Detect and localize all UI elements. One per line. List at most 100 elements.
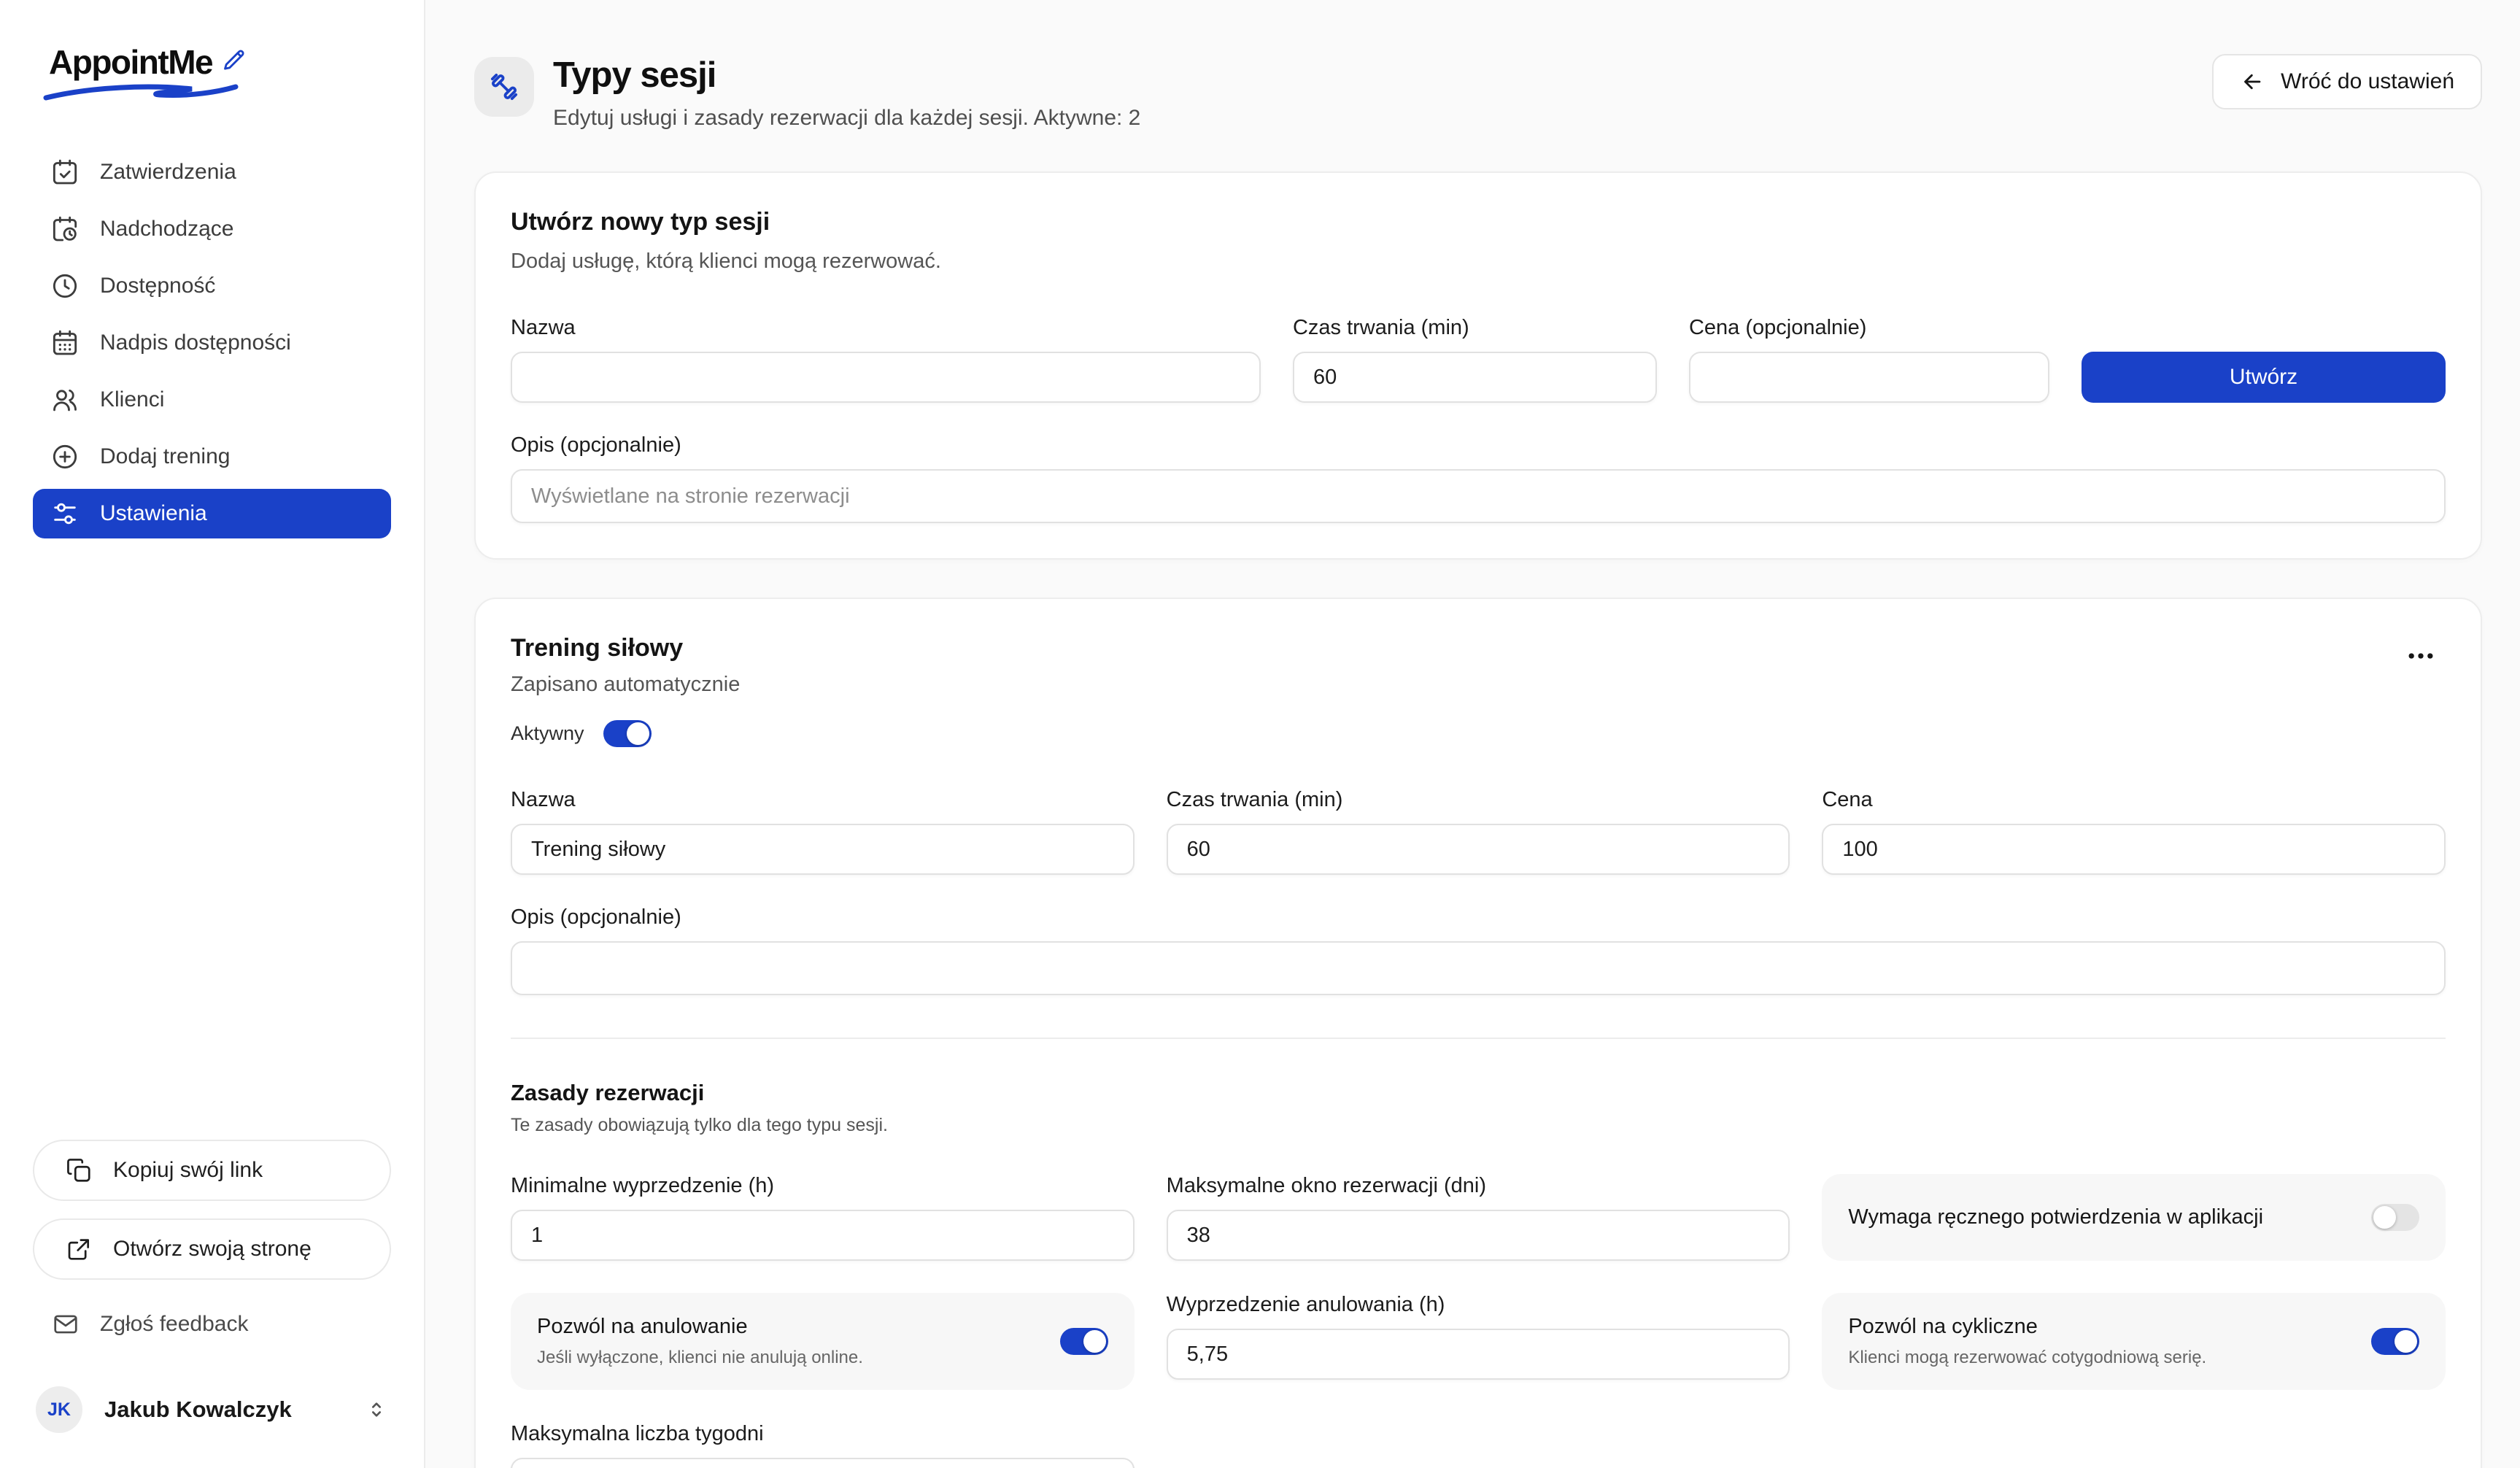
allow-cancel-toggle[interactable] — [1059, 1328, 1108, 1356]
session-description-input[interactable] — [511, 941, 2446, 996]
session-duration-label: Czas trwania (min) — [1166, 788, 1343, 812]
manual-confirm-label: Wymaga ręcznego potwierdzenia w aplikacj… — [1848, 1205, 2264, 1229]
cancel-lead-input[interactable] — [1166, 1329, 1790, 1380]
sidebar-item-label: Nadpis dostępności — [100, 331, 291, 355]
manual-confirm-panel: Wymaga ręcznego potwierdzenia w aplikacj… — [1822, 1174, 2446, 1262]
description-label: Opis (opcjonalnie) — [511, 433, 681, 457]
toggle-knob — [626, 722, 649, 746]
max-window-field: Maksymalne okno rezerwacji (dni) — [1166, 1174, 1790, 1262]
card-menu-button[interactable] — [2397, 633, 2444, 681]
rules-row-2: Pozwól na anulowanie Jeśli wyłączone, kl… — [511, 1293, 2446, 1391]
plus-circle-icon — [53, 444, 77, 469]
sidebar-item-klienci[interactable]: Klienci — [33, 375, 391, 425]
create-session-card: Utwórz nowy typ sesji Dodaj usługę, któr… — [474, 171, 2482, 560]
session-price-input[interactable] — [1822, 824, 2446, 876]
allow-cancel-texts: Pozwól na anulowanie Jeśli wyłączone, kl… — [537, 1315, 1041, 1368]
allow-recurring-toggle[interactable] — [2371, 1328, 2419, 1356]
sidebar-item-nadpis-dostepnosci[interactable]: Nadpis dostępności — [33, 318, 391, 368]
clock-icon — [53, 274, 77, 298]
rules-subtitle: Te zasady obowiązują tylko dla tego typu… — [511, 1115, 888, 1136]
allow-recurring-panel: Pozwól na cykliczne Klienci mogą rezerwo… — [1822, 1293, 2446, 1391]
sidebar-item-zatwierdzenia[interactable]: Zatwierdzenia — [33, 147, 391, 197]
session-name-field: Nazwa — [511, 788, 1135, 876]
allow-cancel-label: Pozwól na anulowanie — [537, 1315, 748, 1339]
session-card-header: Trening siłowy Zapisano automatycznie — [511, 634, 2446, 697]
avatar-initials: JK — [47, 1399, 71, 1420]
copy-icon — [67, 1159, 90, 1182]
session-card-header-text: Trening siłowy Zapisano automatycznie — [511, 634, 740, 697]
divider — [511, 1038, 2446, 1040]
user-menu[interactable]: JK Jakub Kowalczyk — [33, 1386, 391, 1433]
name-field: Nazwa — [511, 316, 1261, 403]
session-title: Trening siłowy — [511, 634, 684, 662]
rules-title: Zasady rezerwacji — [511, 1080, 705, 1106]
duration-field: Czas trwania (min) — [1292, 316, 1657, 403]
price-field: Cena (opcjonalnie) — [1688, 316, 2049, 403]
feedback-link[interactable]: Zgłoś feedback — [33, 1310, 391, 1338]
active-toggle-label: Aktywny — [511, 722, 584, 745]
toggle-knob — [1083, 1330, 1106, 1353]
pencil-icon — [224, 50, 244, 70]
calendar-days-icon — [53, 330, 77, 355]
sidebar-item-dodaj-trening[interactable]: Dodaj trening — [33, 432, 391, 482]
max-weeks-input[interactable] — [511, 1458, 1135, 1468]
create-button-cell: Utwórz — [2081, 316, 2446, 403]
sidebar-item-nadchodzace[interactable]: Nadchodzące — [33, 204, 391, 254]
session-name-input[interactable] — [511, 824, 1135, 876]
sidebar-item-label: Klienci — [100, 387, 165, 412]
brand-name: AppointMe — [49, 43, 214, 81]
sidebar-item-label: Dostępność — [100, 274, 216, 298]
create-card-subtitle: Dodaj usługę, którą klienci mogą rezerwo… — [511, 250, 941, 274]
toggle-knob — [2395, 1330, 2417, 1353]
dumbbell-icon — [490, 73, 518, 101]
price-label: Cena (opcjonalnie) — [1688, 316, 1867, 340]
session-description-field: Opis (opcjonalnie) — [511, 905, 2446, 996]
arrow-left-icon — [2244, 74, 2261, 90]
manual-confirm-toggle[interactable] — [2371, 1204, 2419, 1232]
max-weeks-field: Maksymalna liczba tygodni — [511, 1422, 1135, 1468]
min-lead-field: Minimalne wyprzedzenie (h) — [511, 1174, 1135, 1262]
sidebar-item-ustawienia[interactable]: Ustawienia — [33, 489, 391, 538]
page-icon-badge — [474, 57, 534, 117]
active-toggle-row: Aktywny — [511, 720, 2446, 748]
allow-recurring-description: Klienci mogą rezerwować cotygodniową ser… — [1848, 1348, 2207, 1368]
manual-confirm-texts: Wymaga ręcznego potwierdzenia w aplikacj… — [1848, 1205, 2352, 1229]
sidebar-item-label: Nadchodzące — [100, 217, 234, 241]
avatar: JK — [36, 1386, 82, 1433]
create-button[interactable]: Utwórz — [2081, 352, 2446, 403]
min-lead-label: Minimalne wyprzedzenie (h) — [511, 1174, 775, 1198]
back-to-settings-button[interactable]: Wróć do ustawień — [2212, 54, 2482, 109]
session-price-label: Cena — [1822, 788, 1873, 812]
description-field: Opis (opcjonalnie) — [511, 433, 2446, 524]
max-window-label: Maksymalne okno rezerwacji (dni) — [1166, 1174, 1487, 1198]
ellipsis-icon — [2408, 653, 2433, 660]
page-header-text: Typy sesji Edytuj usługi i zasady rezerw… — [553, 56, 1140, 131]
allow-recurring-texts: Pozwól na cykliczne Klienci mogą rezerwo… — [1848, 1315, 2352, 1368]
sidebar-item-dostepnosc[interactable]: Dostępność — [33, 261, 391, 311]
cancel-lead-label: Wyprzedzenie anulowania (h) — [1166, 1293, 1445, 1317]
create-form-row: Nazwa Czas trwania (min) Cena (opcjonaln… — [511, 316, 2446, 403]
description-input[interactable] — [511, 469, 2446, 524]
session-fields-row: Nazwa Czas trwania (min) Cena — [511, 788, 2446, 876]
sidebar-item-label: Ustawienia — [100, 501, 207, 525]
mail-icon — [54, 1315, 77, 1334]
session-duration-input[interactable] — [1166, 824, 1790, 876]
session-type-card: Trening siłowy Zapisano automatycznie Ak… — [474, 598, 2482, 1468]
copy-link-button[interactable]: Kopiuj swój link — [33, 1140, 391, 1201]
active-toggle[interactable] — [603, 720, 652, 748]
duration-label: Czas trwania (min) — [1292, 316, 1469, 340]
sliders-icon — [54, 503, 76, 525]
max-window-input[interactable] — [1166, 1210, 1790, 1262]
toggle-knob — [2373, 1206, 2396, 1229]
open-page-button[interactable]: Otwórz swoją stronę — [33, 1218, 391, 1280]
sidebar-nav: Zatwierdzenia Nadchodzące Dostępność Nad… — [33, 147, 391, 546]
duration-input[interactable] — [1292, 352, 1657, 403]
sidebar: AppointMe Zatwierdzenia Nadchodzące Dost… — [0, 0, 425, 1468]
min-lead-input[interactable] — [511, 1210, 1135, 1262]
session-description-label: Opis (opcjonalnie) — [511, 905, 681, 930]
max-weeks-label: Maksymalna liczba tygodni — [511, 1422, 764, 1446]
name-input[interactable] — [511, 352, 1261, 403]
cancel-lead-field: Wyprzedzenie anulowania (h) — [1166, 1293, 1790, 1390]
price-input[interactable] — [1688, 352, 2049, 403]
